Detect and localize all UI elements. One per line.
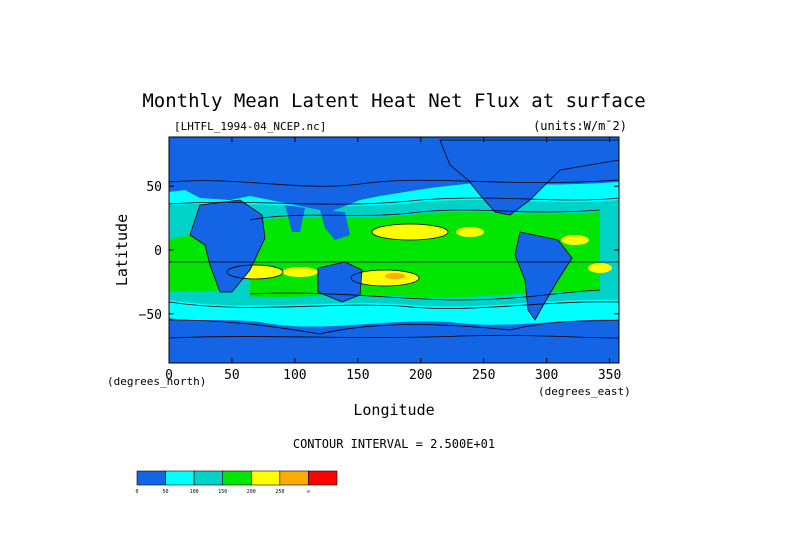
colorbar-label: 100 (190, 489, 199, 495)
land-africa (190, 200, 265, 292)
heatmap-field (169, 137, 619, 363)
y-axis-ticks: 50 0 −50 (139, 180, 619, 323)
colorbar-swatch (193, 470, 224, 486)
x-tick-label: 350 (598, 368, 621, 383)
colorbar-swatch (136, 470, 166, 486)
colorbar-swatch (308, 470, 338, 486)
yellow-patch-5 (282, 267, 318, 277)
colorbar-label: 250 (275, 489, 284, 495)
y-tick-label: 50 (146, 180, 162, 195)
colorbar-swatch (222, 470, 252, 486)
colorbar-label: 200 (247, 489, 256, 495)
yellow-patch-6 (561, 235, 589, 245)
contour-lines (169, 139, 619, 339)
x-tick-label: 150 (346, 368, 369, 383)
x-tick-label: 0 (165, 368, 173, 383)
chart-title: Monthly Mean Latent Heat Net Flux at sur… (142, 90, 645, 112)
land-antarctica (169, 338, 619, 363)
file-label: [LHTFL_1994-04_NCEP.nc] (174, 120, 326, 133)
colorbar-swatch (165, 470, 195, 486)
land-europe (169, 150, 225, 185)
colorbar-label: ∞ (307, 489, 310, 495)
y-tick-label: −50 (139, 308, 162, 323)
orange-patch-1 (385, 273, 405, 279)
land-india (285, 205, 305, 232)
colorbar-label: 0 (135, 489, 138, 495)
x-tick-label: 300 (535, 368, 558, 383)
yellow-patch-7 (588, 263, 612, 273)
x-axis-ticks: 0 50 100 150 200 250 300 350 (165, 137, 621, 383)
x-tick-label: 250 (472, 368, 495, 383)
colorbar: 0 50 100 150 200 250 ∞ (135, 470, 338, 495)
x-tick-label: 50 (224, 368, 240, 383)
yellow-patch-2 (372, 224, 448, 240)
units-label: (units:W/m¯2) (533, 119, 627, 133)
land-se-asia (320, 210, 350, 240)
y-units-label: (degrees_north) (107, 375, 206, 388)
contour-interval-text: CONTOUR INTERVAL = 2.500E+01 (293, 437, 495, 451)
colorbar-swatch (250, 470, 281, 486)
x-tick-label: 200 (409, 368, 432, 383)
colorbar-label: 50 (163, 489, 169, 495)
land-greenland (550, 140, 600, 172)
x-units-label: (degrees_east) (538, 385, 631, 398)
yellow-patch-4 (456, 227, 484, 237)
y-tick-label: 0 (154, 244, 162, 259)
land-south-america (515, 232, 572, 320)
colorbar-label: 150 (218, 489, 227, 495)
y-axis-label: Latitude (113, 214, 131, 286)
x-tick-label: 100 (283, 368, 306, 383)
land-australia (318, 262, 362, 302)
colorbar-swatch (279, 470, 309, 486)
x-axis-label: Longitude (353, 401, 434, 419)
